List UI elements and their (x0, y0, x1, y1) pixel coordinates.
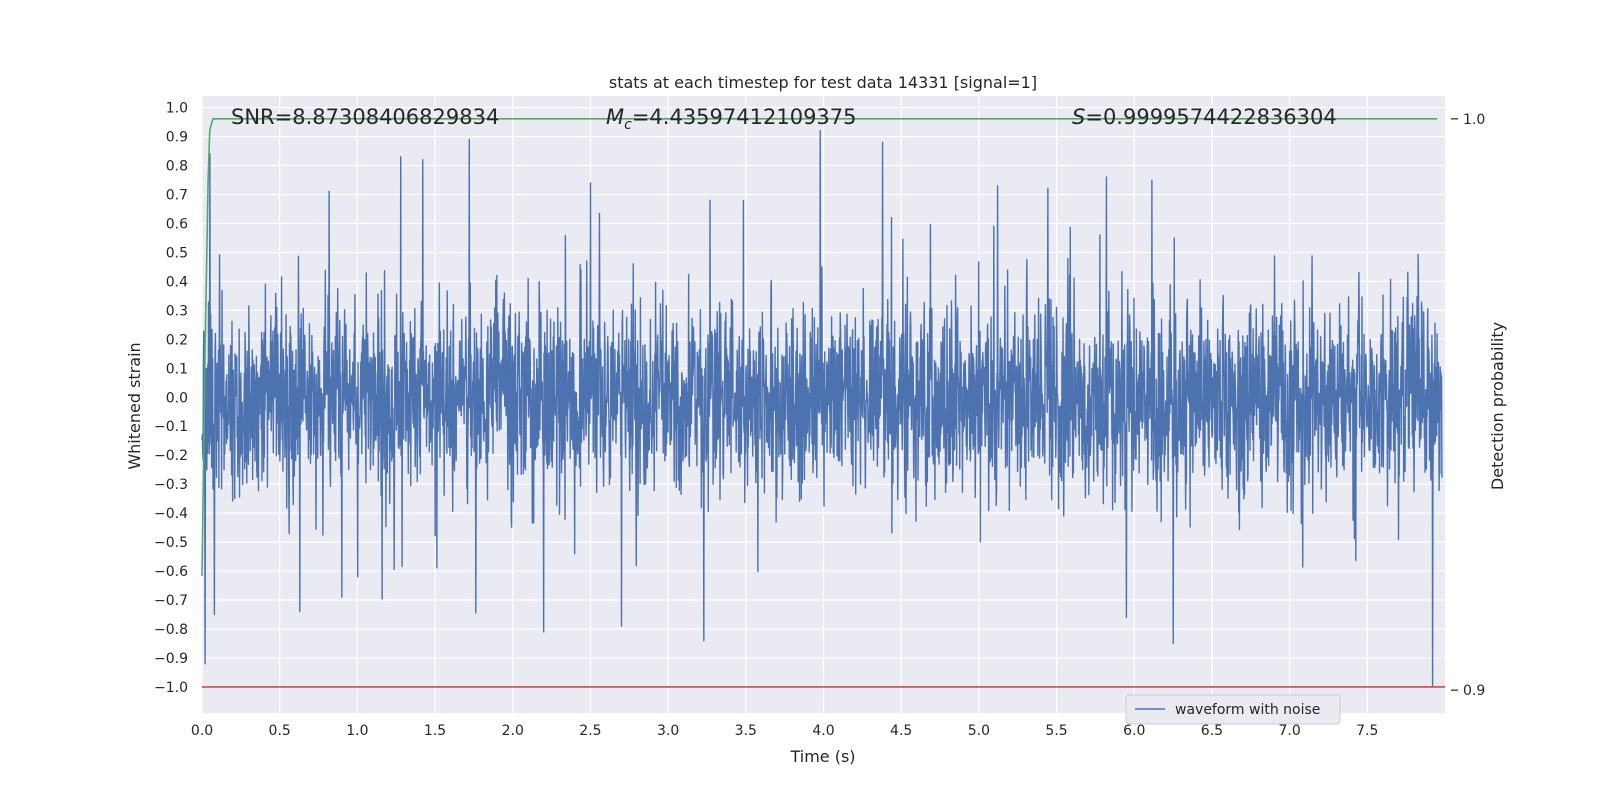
y-tick-label: −0.2 (154, 448, 188, 464)
chirp-mass-subscript: c (624, 117, 632, 133)
x-tick-label: 7.0 (1278, 723, 1300, 739)
series-layer (201, 118, 1445, 688)
detection-probability-line (201, 118, 1438, 576)
y-tick-label: −1.0 (154, 680, 188, 696)
legend-box (1125, 694, 1341, 725)
chart-title: stats at each timestep for test data 143… (609, 73, 1037, 92)
x-tick-label: 6.5 (1201, 723, 1223, 739)
x-tick-label: 6.0 (1123, 723, 1145, 739)
y-tick-label: −0.4 (154, 506, 188, 522)
chirp-mass-symbol: M (606, 105, 624, 129)
y-tick-label: 0.7 (166, 187, 188, 203)
y-tick-label: −0.8 (154, 622, 188, 638)
x-tick-label: 3.5 (735, 723, 757, 739)
y-tick-label: 0.8 (166, 159, 188, 175)
x-tick-label: 3.0 (657, 723, 679, 739)
y-tick-label: 0.2 (166, 332, 188, 348)
x-tick-label: 0.5 (269, 723, 291, 739)
y-tick-label: 0.1 (166, 361, 188, 377)
x-tick-label: 4.5 (890, 723, 912, 739)
y-tick-label: 0.0 (166, 390, 188, 406)
y2-tick-label: 1.0 (1463, 112, 1485, 128)
y-tick-label: −0.1 (154, 419, 188, 435)
y-tick-label: 0.3 (166, 303, 188, 319)
x-tick-label: 5.5 (1045, 723, 1067, 739)
chirp-mass-annotation: Mc=4.43597412109375 (606, 105, 857, 133)
snr-annotation: SNR=8.87308406829834 (231, 105, 499, 129)
y-tick-label: 0.5 (166, 245, 188, 261)
y-tick-label: −0.5 (154, 535, 188, 551)
y-tick-label: −0.3 (154, 477, 188, 493)
x-tick-label: 1.5 (424, 723, 446, 739)
x-tick-label: 4.0 (812, 723, 834, 739)
score-symbol: S (1072, 105, 1085, 129)
y-axis-title: Whitened strain (125, 342, 144, 469)
x-axis-title: Time (s) (789, 747, 855, 766)
legend: waveform with noise (1125, 694, 1341, 725)
x-tick-label: 0.0 (191, 723, 213, 739)
chirp-mass-value: =4.43597412109375 (632, 105, 857, 129)
x-tick-label: 5.0 (968, 723, 990, 739)
x-tick-label: 2.5 (579, 723, 601, 739)
score-annotation: S=0.9999574422836304 (1072, 105, 1337, 129)
tick-layer: 0.0 0.5 1.0 1.5 2.0 2.5 3.0 3.5 4.0 4.5 5.0 5.5 6.0 6… (154, 101, 1485, 739)
y-tick-label: 0.9 (166, 130, 188, 146)
waveform-line (201, 130, 1443, 688)
legend-label-waveform: waveform with noise (1175, 702, 1320, 718)
y-tick-label: −0.6 (154, 564, 188, 580)
y-tick-label: 0.4 (166, 274, 188, 290)
y2-axis-title: Detection probability (1488, 322, 1507, 490)
score-value: =0.9999574422836304 (1085, 105, 1336, 129)
x-tick-label: 1.0 (346, 723, 368, 739)
y-tick-label: 0.6 (166, 216, 188, 232)
y-tick-label: −0.7 (154, 593, 188, 609)
x-tick-label: 2.0 (502, 723, 524, 739)
y-tick-label: 1.0 (166, 101, 188, 117)
y-tick-label: −0.9 (154, 651, 188, 667)
y2-tick-label: 0.9 (1463, 683, 1485, 699)
x-tick-label: 7.5 (1356, 723, 1378, 739)
